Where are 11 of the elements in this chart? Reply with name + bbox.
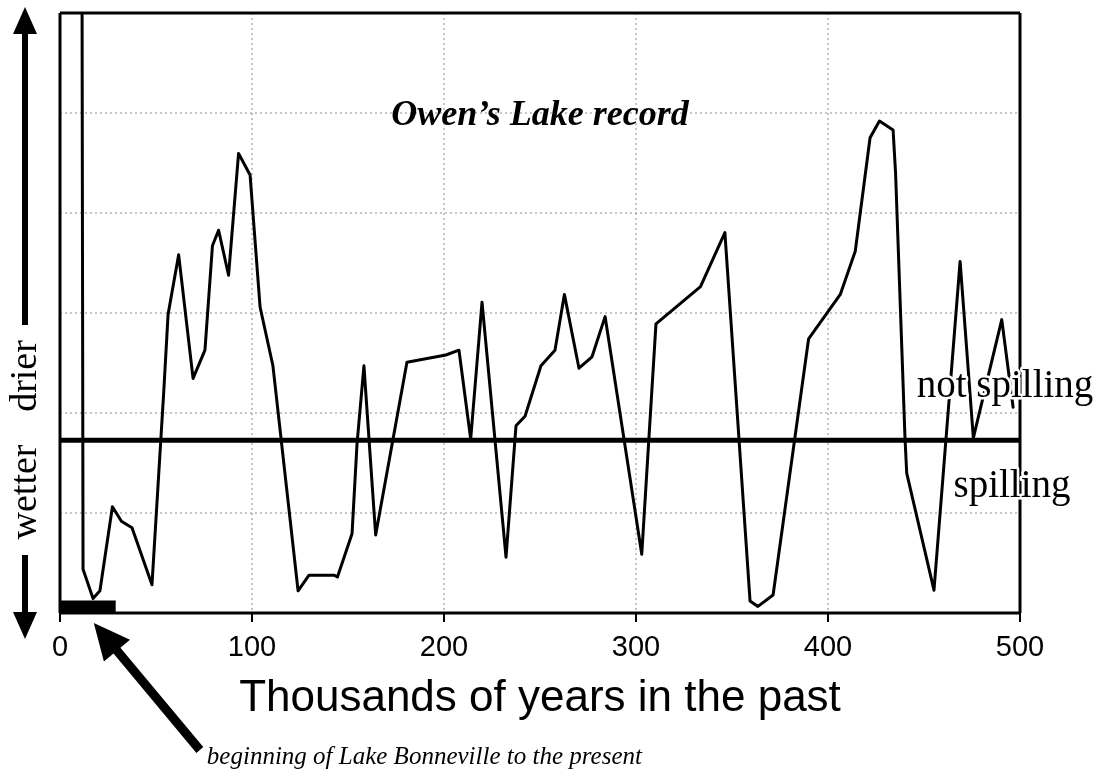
text: Owen’s Lake record <box>391 93 690 133</box>
x-axis-title: Thousands of years in the past <box>239 671 841 721</box>
text: wetter <box>2 444 44 540</box>
x-tick-label: 100 <box>227 629 277 662</box>
x-tick-label: 200 <box>419 629 469 662</box>
text: drier <box>2 339 44 412</box>
x-tick-label: 400 <box>803 629 853 662</box>
text: beginning of Lake Bonneville to the present <box>206 741 643 769</box>
x-tick-label: 500 <box>995 629 1045 662</box>
x-tick-label: 0 <box>51 629 69 662</box>
x-tick-label: 300 <box>611 629 661 662</box>
